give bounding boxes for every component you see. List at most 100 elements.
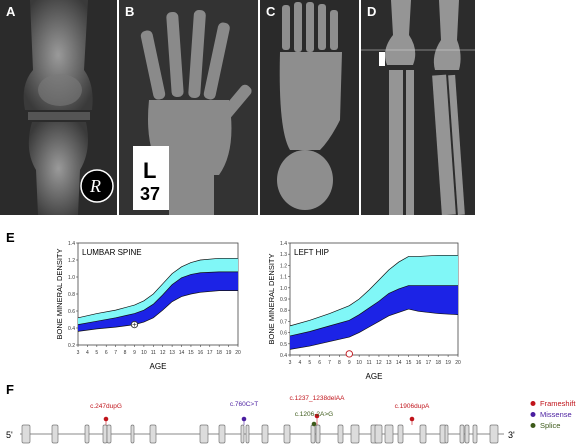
exon-box (444, 424, 449, 444)
x-tick-label: 9 (348, 360, 351, 366)
exon-box (397, 424, 404, 444)
exon-box (149, 424, 157, 444)
x-tick-label: 4 (86, 350, 89, 356)
exon-box (489, 424, 499, 444)
exon-box (199, 424, 209, 444)
x-tick-label: 7 (328, 360, 331, 366)
mutation-label: c.760C>T (230, 401, 258, 408)
y-tick-label: 1.1 (280, 275, 287, 281)
y-tick-label: 0.4 (68, 326, 75, 332)
x-axis-label: AGE (150, 362, 167, 371)
legend-label: Missense (540, 410, 572, 419)
x-tick-label: 7 (114, 350, 117, 356)
section-label-f: F (6, 382, 14, 397)
exon-box (374, 424, 383, 444)
legend-label: Frameshift (540, 399, 576, 408)
exon-box (384, 424, 394, 444)
x-tick-label: 12 (376, 360, 382, 366)
x-tick-label: 8 (338, 360, 341, 366)
exon-box (84, 424, 90, 444)
x-tick-label: 6 (318, 360, 321, 366)
x-tick-label: 18 (435, 360, 441, 366)
x-tick-label: 16 (198, 350, 204, 356)
upper-reference-band (78, 258, 238, 325)
legend-marker (530, 423, 536, 428)
x-tick-label: 18 (216, 350, 222, 356)
y-tick-label: 0.4 (280, 353, 287, 359)
mutation-label: c.1237_1238delAA (290, 395, 346, 402)
hand-xray-image (119, 0, 258, 215)
panel-label-a: A (6, 4, 16, 19)
legend-marker (530, 401, 536, 406)
y-tick-label: 1.4 (280, 241, 287, 247)
exon-box (102, 424, 108, 444)
exon-box (419, 424, 427, 444)
lead-marker-letter: L (143, 158, 157, 183)
mutation-dot (103, 416, 109, 422)
lumbar-spine-chart: 3 4 5 6 7 8 9 10 11 12 13 14 15 16 17 18 19 200.20.40.60.… (55, 241, 241, 371)
exon-box (240, 424, 245, 444)
lower-reference-band (290, 285, 458, 350)
x-tick-label: 11 (366, 360, 371, 366)
y-tick-label: 0.8 (280, 308, 287, 314)
exon-box (464, 424, 470, 444)
y-tick-label: 1.3 (280, 252, 287, 258)
x-tick-label: 19 (445, 360, 451, 366)
y-tick-label: 1.0 (280, 286, 287, 292)
x-tick-label: 15 (406, 360, 412, 366)
y-tick-label: 0.8 (68, 292, 75, 298)
mutation-dot (311, 421, 317, 427)
lower-reference-band (78, 271, 238, 332)
panel-label-d: D (367, 4, 377, 19)
x-tick-label: 14 (179, 350, 185, 356)
chart-title: LEFT HIP (294, 248, 329, 257)
chart-title: LUMBAR SPINE (82, 248, 142, 257)
x-tick-label: 9 (133, 350, 136, 356)
x-tick-label: 19 (226, 350, 232, 356)
x-tick-label: 4 (298, 360, 301, 366)
series-line-2 (289, 285, 458, 337)
lead-marker-number: 37 (140, 184, 161, 204)
mutation-label: c.247dupG (90, 403, 122, 410)
x-tick-label: 17 (207, 350, 213, 356)
exon-box (337, 424, 344, 444)
panel-label-b: B (125, 4, 135, 19)
x-axis-label: AGE (366, 372, 383, 380)
x-tick-label: 12 (160, 350, 166, 356)
x-tick-label: 13 (386, 360, 392, 366)
x-tick-label: 20 (235, 350, 241, 356)
exon-box (310, 424, 316, 444)
y-tick-label: 1.0 (68, 275, 75, 281)
exon-box (218, 424, 226, 444)
y-axis-label: BONE MINERAL DENSITY (267, 254, 276, 345)
mutation-label: c.1206-2A>G (295, 411, 333, 418)
exon-box (350, 424, 360, 444)
xray-panel-b: B L 37 (119, 0, 258, 215)
series-line-3 (289, 308, 459, 350)
x-tick-label: 16 (416, 360, 422, 366)
y-tick-label: 1.2 (280, 263, 287, 269)
exon-box (130, 424, 135, 444)
five-prime-label: 5' (6, 430, 13, 440)
xray-panel-c: C (260, 0, 359, 215)
left-hip-chart: 3 4 5 6 7 8 9 10 11 12 13 14 15 16 17 18 19 20 0.4 0.5 0.6 0.… (267, 241, 461, 380)
x-tick-label: 10 (356, 360, 362, 366)
legend-marker (530, 412, 536, 417)
mutation-dot (314, 413, 320, 419)
x-tick-label: 5 (308, 360, 311, 366)
series-line-1 (289, 254, 458, 327)
exon-box (261, 424, 269, 444)
x-tick-label: 11 (151, 350, 156, 356)
y-tick-label: 1.4 (68, 241, 75, 247)
x-tick-label: 15 (188, 350, 194, 356)
exon-box (459, 424, 465, 444)
y-tick-label: 0.7 (280, 319, 287, 325)
xray-panel-d: D (361, 0, 475, 215)
y-tick-label: 0.6 (280, 331, 287, 337)
exon-box (21, 424, 31, 444)
legend-label: Splice (540, 421, 560, 430)
x-tick-label: 10 (141, 350, 147, 356)
series-line-1 (77, 257, 238, 319)
series-line-2 (77, 271, 238, 325)
series-line-3 (77, 290, 238, 332)
